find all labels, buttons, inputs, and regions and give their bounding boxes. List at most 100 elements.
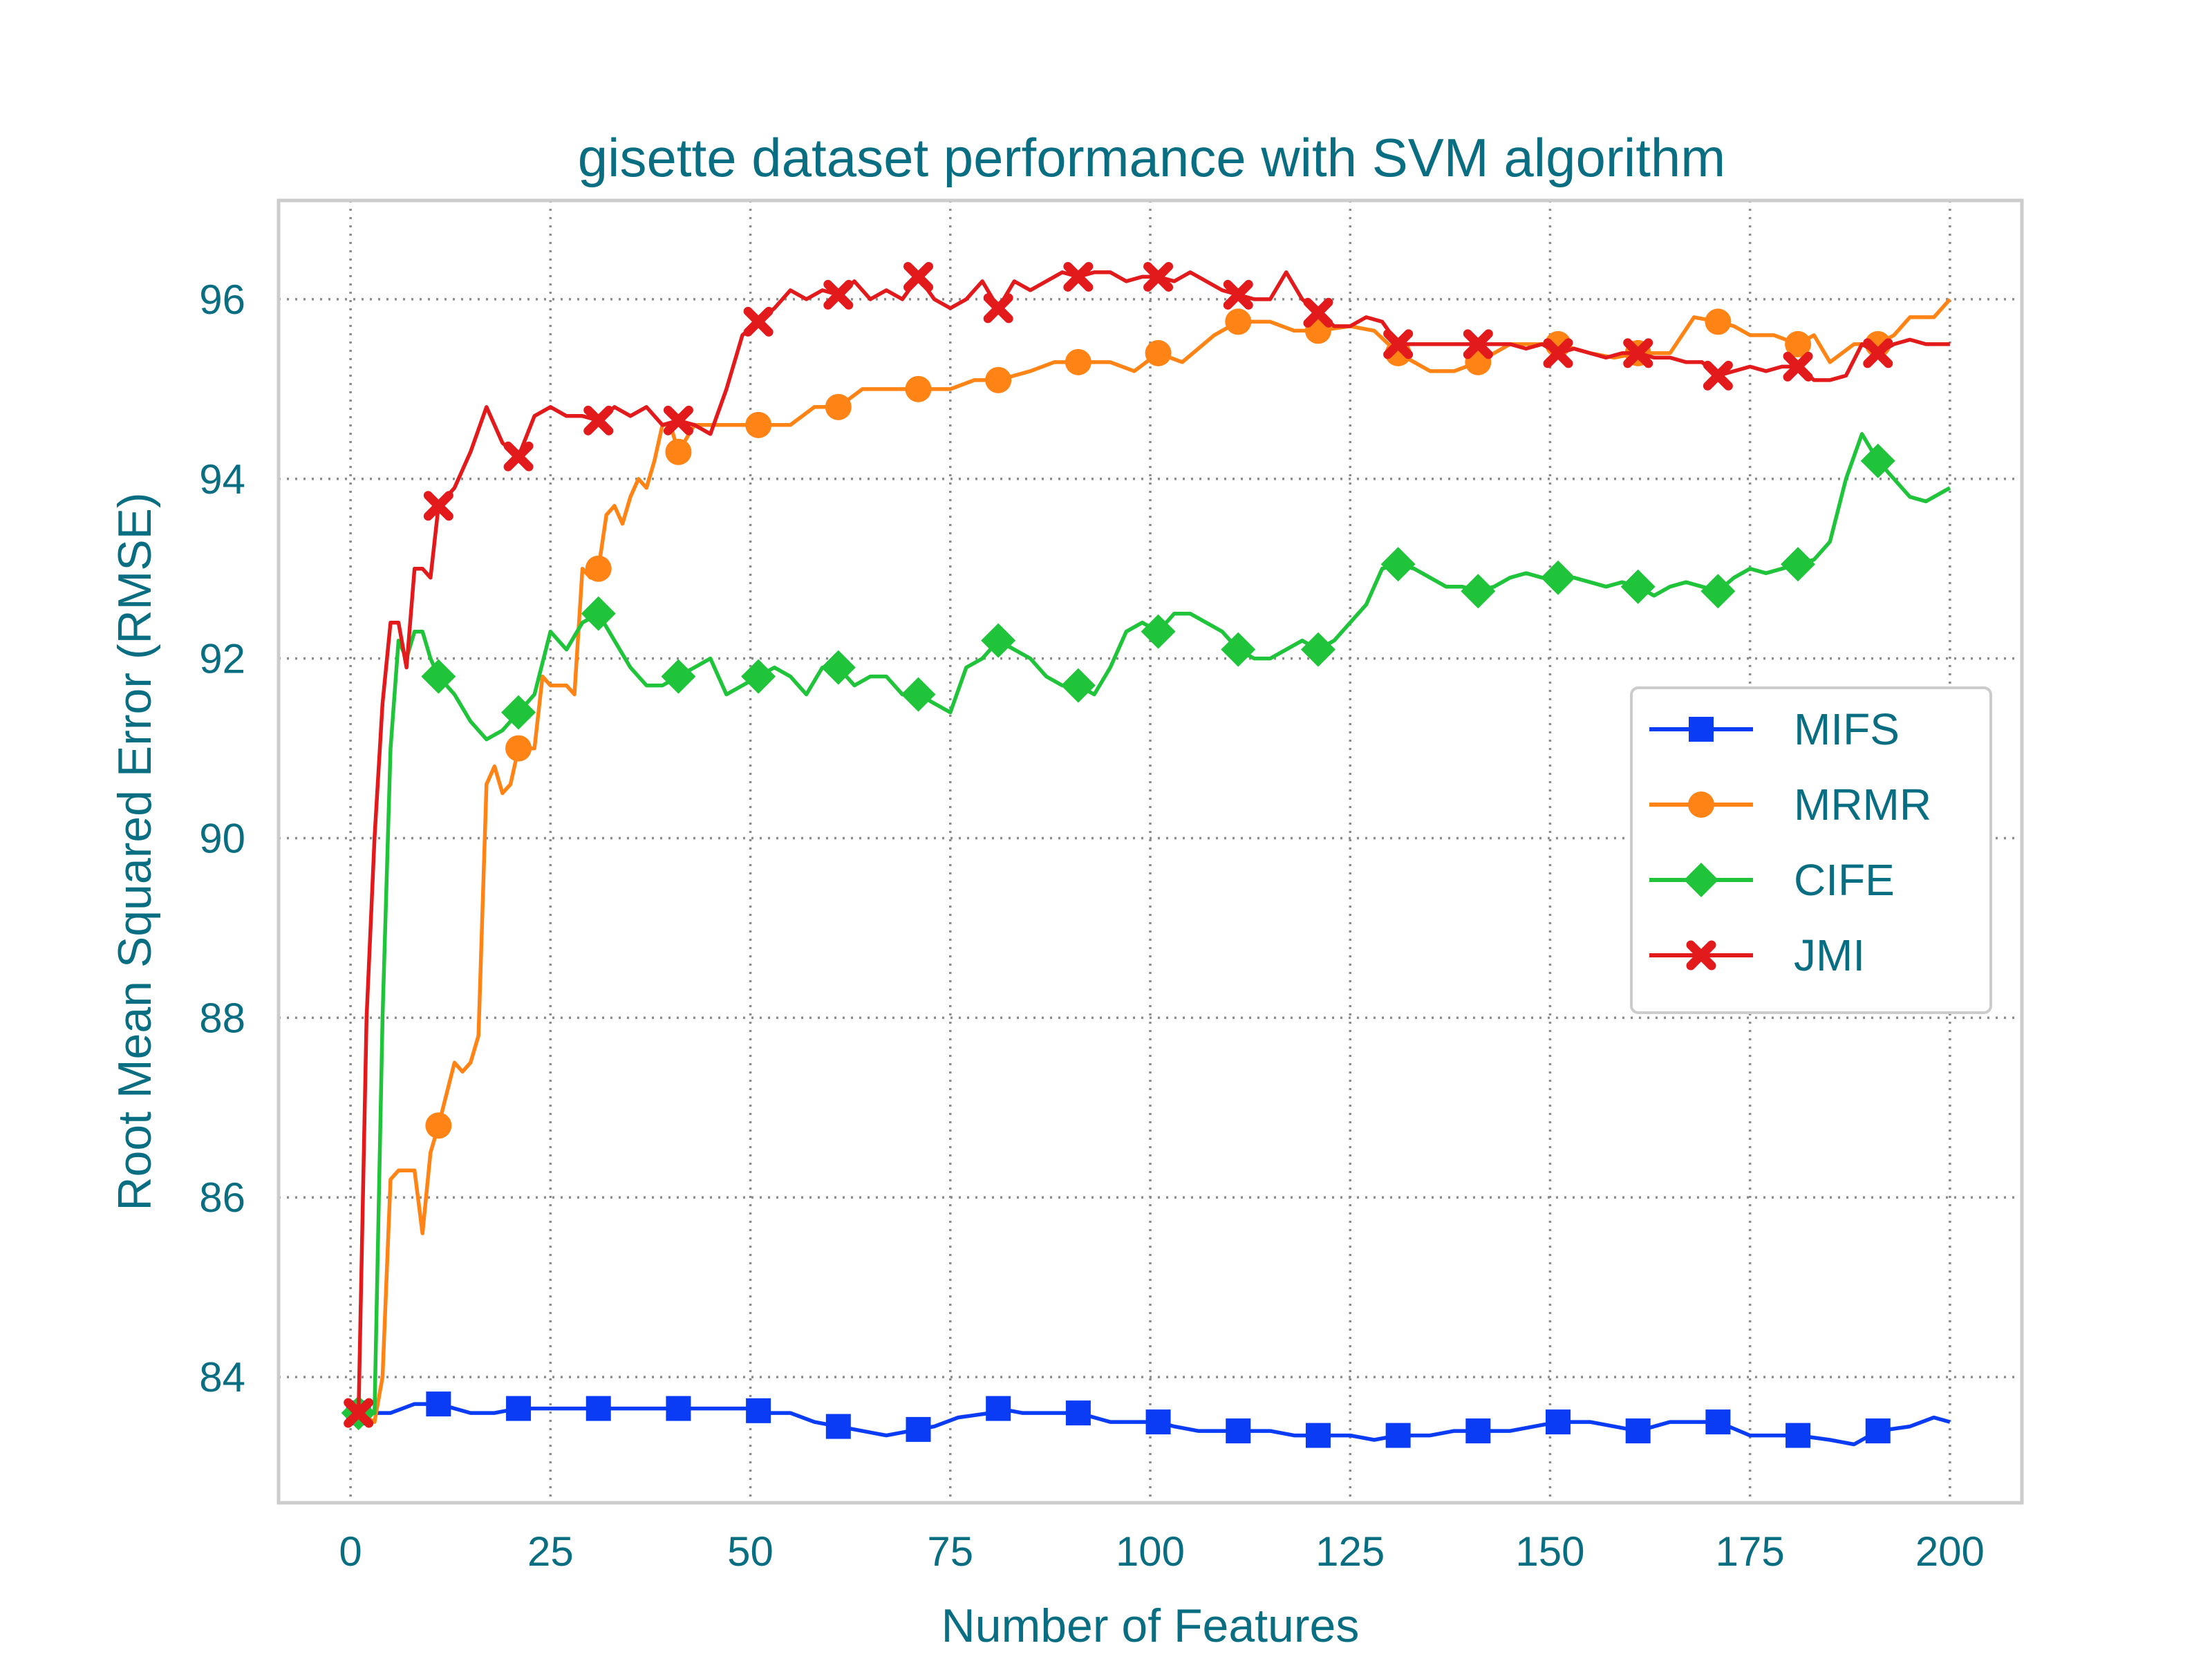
x-tick-label: 100: [1116, 1528, 1185, 1575]
data-point-cife: [821, 650, 856, 685]
data-point-cife: [901, 677, 936, 712]
chart-title: gisette dataset performance with SVM alg…: [578, 127, 1725, 188]
legend-item-mifs: MIFS: [1649, 704, 1900, 754]
data-point-mifs: [1865, 1418, 1891, 1444]
data-point-cife: [1300, 632, 1335, 667]
data-point-jmi: [344, 1398, 374, 1428]
data-point-mifs: [906, 1416, 931, 1442]
y-tick-label: 88: [199, 995, 245, 1041]
x-tick-label: 125: [1315, 1528, 1385, 1575]
legend-item-cife: CIFE: [1649, 855, 1895, 905]
data-point-jmi: [423, 491, 453, 521]
data-point-cife: [1060, 668, 1096, 703]
data-point-cife: [1620, 569, 1656, 604]
data-point-cife: [741, 659, 776, 694]
x-axis-label: Number of Features: [941, 1600, 1360, 1652]
data-point-cife: [1141, 614, 1176, 649]
data-point-mifs: [746, 1398, 771, 1423]
data-point-cife: [1380, 547, 1416, 582]
series-line-mifs: [358, 1402, 1951, 1447]
data-point-jmi: [1543, 338, 1573, 368]
data-point-cife: [1541, 560, 1576, 595]
data-point-mrmr: [825, 393, 852, 420]
x-tick-label: 175: [1716, 1528, 1785, 1575]
series-line-jmi: [356, 270, 1950, 1414]
plot-series: [341, 261, 1951, 1448]
x-tick-label: 25: [527, 1528, 574, 1575]
x-tick-label: 150: [1515, 1528, 1584, 1575]
data-point-mrmr: [1705, 308, 1732, 335]
y-axis-label: Root Mean Squared Error (RMSE): [109, 492, 161, 1210]
data-point-mrmr: [1225, 308, 1252, 335]
data-point-mifs: [426, 1391, 451, 1417]
data-point-mifs: [585, 1396, 611, 1421]
legend-item-jmi: JMI: [1649, 930, 1865, 980]
data-point-jmi: [1863, 338, 1893, 368]
legend: MIFS MRMR CIFE JMI: [1630, 686, 1992, 1014]
data-point-mifs: [825, 1414, 851, 1439]
data-point-cife: [981, 623, 1016, 658]
data-point-mifs: [1226, 1418, 1251, 1444]
data-point-mifs: [666, 1396, 691, 1421]
data-point-mrmr: [665, 438, 692, 465]
data-point-jmi: [583, 405, 614, 435]
x-axis-ticks: 0 25 50 75 100 125 150 175 200: [339, 1528, 1985, 1575]
data-point-jmi: [1463, 329, 1493, 359]
legend-marker: [1688, 791, 1714, 818]
data-point-mifs: [986, 1396, 1011, 1421]
x-tick-label: 50: [727, 1528, 774, 1575]
y-tick-label: 86: [199, 1174, 245, 1221]
data-point-mifs: [1145, 1409, 1171, 1435]
data-point-jmi: [1063, 261, 1094, 292]
legend-label: MRMR: [1794, 780, 1931, 830]
legend-label: CIFE: [1794, 855, 1895, 905]
data-point-cife: [581, 596, 616, 631]
data-point-mifs: [1065, 1400, 1091, 1426]
data-point-jmi: [743, 306, 774, 337]
y-tick-label: 96: [199, 276, 245, 323]
legend-item-mrmr: MRMR: [1649, 780, 1931, 830]
series-mrmr: [345, 298, 1951, 1427]
data-point-mrmr: [1145, 339, 1172, 366]
x-tick-label: 200: [1915, 1528, 1985, 1575]
data-point-jmi: [1303, 297, 1333, 328]
data-point-mifs: [1625, 1418, 1651, 1444]
legend-marker: [1684, 863, 1718, 897]
legend-label: JMI: [1794, 930, 1865, 980]
data-point-jmi: [823, 279, 854, 310]
data-point-cife: [1700, 574, 1736, 609]
data-point-mifs: [1305, 1423, 1331, 1448]
y-tick-label: 90: [199, 816, 245, 862]
data-point-jmi: [903, 261, 934, 292]
y-axis-ticks: 84 86 88 90 92 94 96: [199, 276, 245, 1400]
y-tick-label: 94: [199, 456, 245, 503]
data-point-mrmr: [1065, 348, 1091, 375]
data-point-jmi: [503, 441, 534, 471]
data-point-mrmr: [1785, 330, 1812, 357]
data-point-jmi: [1623, 338, 1653, 368]
legend-marker: [1689, 717, 1714, 742]
data-point-mifs: [1785, 1423, 1811, 1448]
data-point-mifs: [1546, 1409, 1571, 1435]
series-jmi: [344, 261, 1950, 1428]
data-point-mifs: [1465, 1418, 1491, 1444]
data-point-mrmr: [585, 555, 612, 582]
data-point-mrmr: [425, 1112, 452, 1139]
data-point-jmi: [1783, 351, 1813, 382]
x-tick-label: 75: [927, 1528, 973, 1575]
data-point-jmi: [1223, 279, 1253, 310]
plot-frame: [276, 198, 2024, 1505]
legend-box: [1630, 686, 1992, 1014]
data-point-jmi: [1703, 360, 1733, 391]
data-point-mrmr: [985, 366, 1012, 393]
data-point-jmi: [1143, 261, 1174, 292]
data-point-cife: [661, 659, 696, 694]
data-point-cife: [421, 659, 456, 694]
data-point-cife: [1781, 547, 1816, 582]
series-mifs: [346, 1391, 1951, 1448]
data-point-cife: [1221, 632, 1256, 667]
data-point-cife: [1860, 443, 1895, 478]
data-point-jmi: [983, 293, 1013, 324]
legend-marker: [1686, 940, 1716, 971]
